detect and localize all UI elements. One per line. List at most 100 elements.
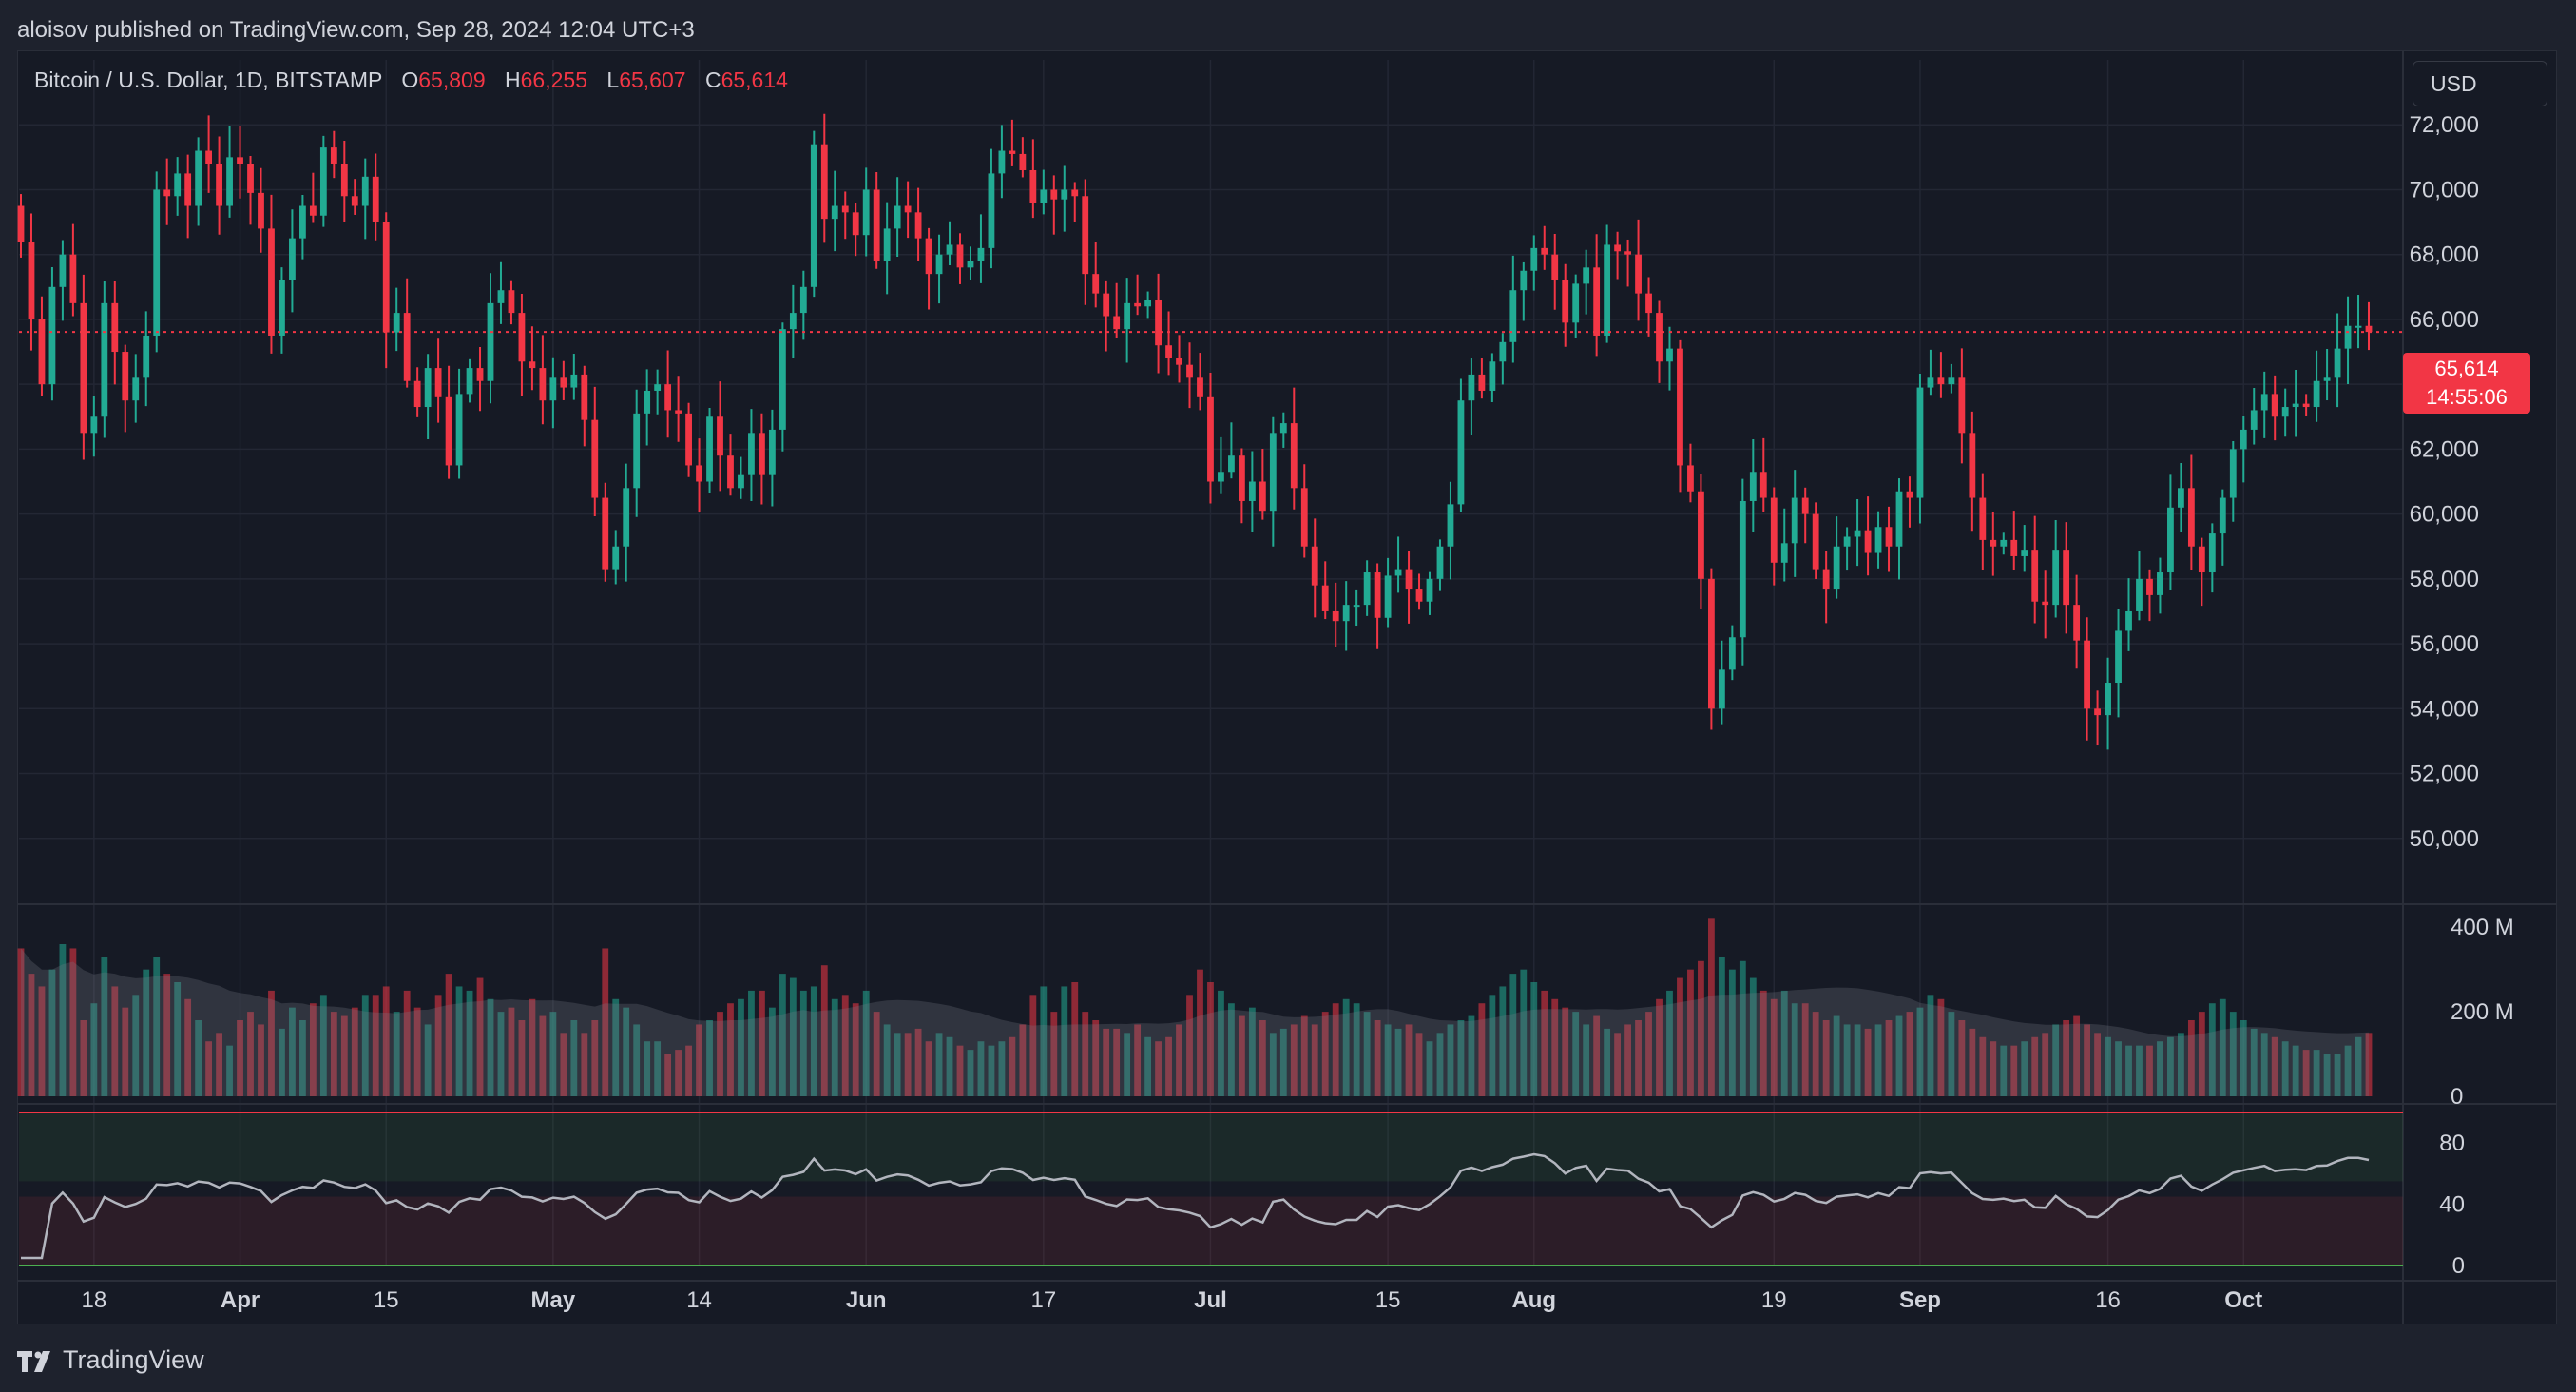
candle-body[interactable] bbox=[1092, 274, 1100, 294]
candle-body[interactable] bbox=[529, 361, 536, 369]
candle-body[interactable] bbox=[17, 205, 25, 242]
candle-body[interactable] bbox=[163, 189, 171, 197]
candle-body[interactable] bbox=[789, 313, 797, 330]
candle-body[interactable] bbox=[48, 286, 56, 385]
candle-body[interactable] bbox=[2344, 325, 2352, 349]
candle-body[interactable] bbox=[768, 429, 776, 475]
candle-body[interactable] bbox=[1342, 605, 1350, 622]
candle-body[interactable] bbox=[2010, 539, 2018, 556]
candle-body[interactable] bbox=[1009, 150, 1016, 154]
candle-body[interactable] bbox=[393, 313, 400, 333]
candle-body[interactable] bbox=[1593, 267, 1601, 336]
price-chart[interactable]: 18 Apr 15 May 14 Jun 17 Jul 15 Aug 19 Sep 16 Oct 50,00… bbox=[17, 50, 2557, 1324]
candle-body[interactable] bbox=[1311, 546, 1318, 586]
candle-body[interactable] bbox=[935, 254, 943, 275]
candle-body[interactable] bbox=[1103, 293, 1110, 317]
candle-body[interactable] bbox=[1238, 455, 1245, 501]
candle-body[interactable] bbox=[1635, 254, 1642, 294]
candle-body[interactable] bbox=[1384, 575, 1392, 618]
candle-body[interactable] bbox=[1155, 300, 1162, 346]
candle-body[interactable] bbox=[717, 416, 723, 456]
candle-body[interactable] bbox=[518, 313, 526, 362]
candle-body[interactable] bbox=[2167, 507, 2174, 573]
candle-body[interactable] bbox=[226, 157, 233, 206]
candle-body[interactable] bbox=[1447, 504, 1454, 547]
candle-body[interactable] bbox=[1436, 546, 1444, 579]
candle-body[interactable] bbox=[101, 302, 108, 417]
candle-body[interactable] bbox=[2334, 348, 2341, 378]
candle-body[interactable] bbox=[2052, 550, 2060, 606]
candle-body[interactable] bbox=[2271, 394, 2278, 417]
candle-body[interactable] bbox=[894, 205, 901, 229]
candle-body[interactable] bbox=[1969, 433, 1976, 498]
candle-body[interactable] bbox=[1572, 283, 1580, 323]
candle-body[interactable] bbox=[1144, 300, 1152, 307]
candle-body[interactable] bbox=[258, 192, 264, 229]
candle-body[interactable] bbox=[779, 329, 786, 430]
candle-body[interactable] bbox=[2063, 550, 2070, 606]
candle-body[interactable] bbox=[2313, 380, 2320, 408]
candle-body[interactable] bbox=[403, 313, 411, 381]
candle-body[interactable] bbox=[2094, 708, 2101, 716]
candle-body[interactable] bbox=[2031, 550, 2039, 602]
candle-body[interactable] bbox=[1948, 377, 1955, 385]
candle-body[interactable] bbox=[508, 290, 515, 314]
candle-body[interactable] bbox=[1415, 589, 1423, 602]
candle-body[interactable] bbox=[1937, 377, 1945, 385]
candle-body[interactable] bbox=[466, 368, 473, 395]
candle-body[interactable] bbox=[143, 335, 150, 378]
candle-body[interactable] bbox=[727, 455, 734, 489]
candle-body[interactable] bbox=[111, 302, 119, 353]
candle-body[interactable] bbox=[351, 196, 358, 206]
candle-body[interactable] bbox=[2157, 572, 2163, 595]
candle-body[interactable] bbox=[2125, 610, 2132, 631]
candle-body[interactable] bbox=[925, 238, 932, 275]
candle-body[interactable] bbox=[1759, 472, 1767, 498]
candle-body[interactable] bbox=[1029, 169, 1037, 203]
candle-body[interactable] bbox=[2146, 578, 2153, 595]
candle-body[interactable] bbox=[1791, 497, 1798, 544]
candle-body[interactable] bbox=[247, 164, 254, 193]
candle-body[interactable] bbox=[1197, 377, 1203, 397]
candle-body[interactable] bbox=[883, 228, 891, 261]
candle-body[interactable] bbox=[873, 189, 880, 261]
candle-body[interactable] bbox=[1801, 497, 1809, 514]
candle-body[interactable] bbox=[205, 150, 213, 164]
candle-body[interactable] bbox=[184, 173, 192, 206]
candle-body[interactable] bbox=[455, 394, 463, 466]
candle-body[interactable] bbox=[1624, 251, 1631, 255]
candle-body[interactable] bbox=[279, 280, 285, 336]
candle-body[interactable] bbox=[1509, 290, 1517, 342]
candle-body[interactable] bbox=[340, 164, 348, 197]
candle-body[interactable] bbox=[38, 319, 46, 385]
candle-body[interactable] bbox=[434, 368, 442, 397]
candle-body[interactable] bbox=[1958, 377, 1966, 434]
candle-body[interactable] bbox=[413, 380, 421, 408]
candle-body[interactable] bbox=[174, 173, 182, 197]
candle-body[interactable] bbox=[497, 290, 505, 303]
candle-body[interactable] bbox=[1885, 527, 1893, 547]
candle-body[interactable] bbox=[1990, 539, 1997, 547]
candle-body[interactable] bbox=[685, 413, 692, 466]
candle-body[interactable] bbox=[2177, 488, 2184, 508]
candle-body[interactable] bbox=[1248, 481, 1256, 501]
candle-body[interactable] bbox=[1645, 293, 1652, 314]
candle-body[interactable] bbox=[2365, 325, 2373, 333]
candle-body[interactable] bbox=[914, 212, 922, 239]
candle-body[interactable] bbox=[1050, 189, 1058, 200]
candle-body[interactable] bbox=[1822, 569, 1830, 590]
candle-body[interactable] bbox=[1927, 377, 1934, 388]
candle-body[interactable] bbox=[1405, 569, 1413, 590]
candle-body[interactable] bbox=[2323, 377, 2331, 381]
candle-body[interactable] bbox=[998, 150, 1006, 174]
candle-body[interactable] bbox=[90, 416, 98, 434]
candle-body[interactable] bbox=[2084, 640, 2091, 709]
candle-body[interactable] bbox=[748, 433, 755, 475]
candle-body[interactable] bbox=[1833, 546, 1840, 590]
candle-body[interactable] bbox=[28, 242, 35, 319]
candle-body[interactable] bbox=[2355, 325, 2362, 328]
candle-body[interactable] bbox=[2105, 683, 2111, 716]
symbol-name[interactable]: Bitcoin / U.S. Dollar, 1D, BITSTAMP bbox=[34, 68, 382, 92]
candle-body[interactable] bbox=[1541, 247, 1548, 255]
candle-body[interactable] bbox=[1061, 189, 1068, 200]
